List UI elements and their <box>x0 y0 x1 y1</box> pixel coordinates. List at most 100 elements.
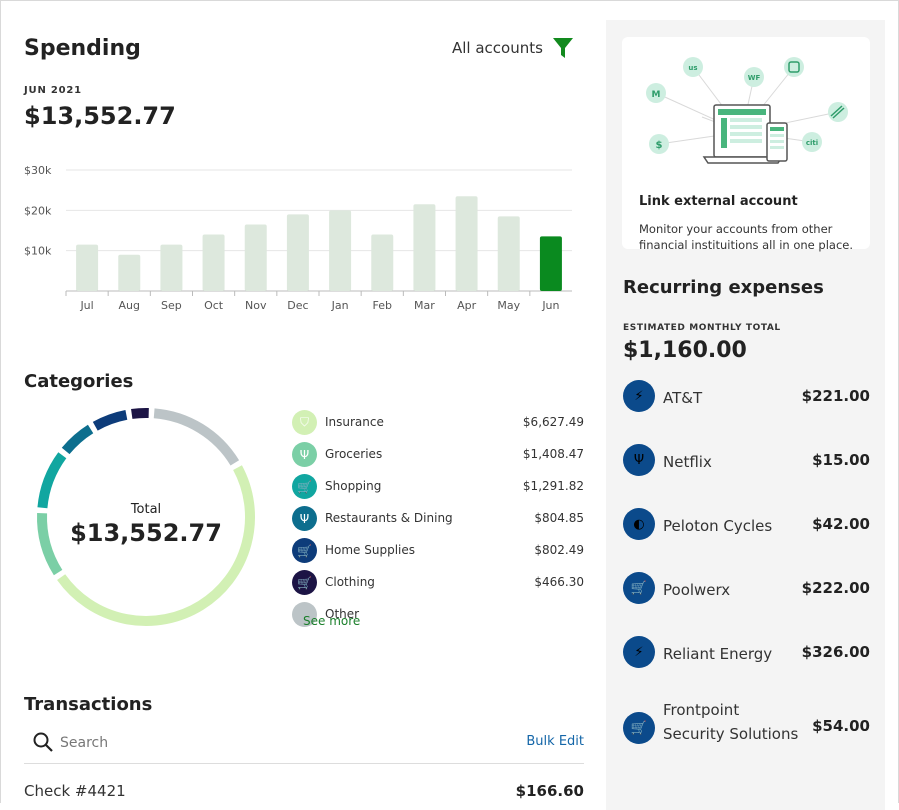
category-amount: $1,291.82 <box>522 479 584 493</box>
recurring-amount: $326.00 <box>801 643 870 661</box>
x-tick-label: Feb <box>373 299 392 312</box>
recurring-item[interactable]: Ψ Netflix $15.00 <box>623 444 870 484</box>
bar-jul[interactable] <box>76 244 99 291</box>
spending-chart: $10k $20k $30k Jul Aug Sep Oct Nov Dec Jan Feb Mar A… <box>24 164 572 312</box>
donut-slice-shopping[interactable] <box>37 452 67 509</box>
recurring-amount: $54.00 <box>812 717 870 735</box>
category-row-insurance[interactable]: ⛉ Insurance $6,627.49 <box>292 410 584 436</box>
bulk-edit-link[interactable]: Bulk Edit <box>526 734 584 749</box>
recurring-name: Reliant Energy <box>663 645 773 663</box>
donut-slice-other[interactable] <box>153 408 240 466</box>
filter-icon[interactable] <box>552 36 574 60</box>
donut-slice-insurance[interactable] <box>57 465 255 626</box>
bar-jun[interactable] <box>539 236 562 291</box>
spending-title: Spending <box>24 36 141 61</box>
recurring-item[interactable]: ◐ Peloton Cycles $42.00 <box>623 508 870 548</box>
category-row-groceries[interactable]: Ψ Groceries $1,408.47 <box>292 442 584 468</box>
x-tick-label: Mar <box>414 299 435 312</box>
categories-donut: Total $13,552.77 <box>37 408 255 626</box>
link-account-title[interactable]: Link external account <box>639 194 798 209</box>
category-label: Insurance <box>325 415 384 429</box>
recurring-name: Poolwerx <box>663 581 731 599</box>
transactions-divider <box>24 763 584 764</box>
recurring-total: $1,160.00 <box>623 338 747 363</box>
category-amount: $466.30 <box>534 575 584 589</box>
category-row-shopping[interactable]: 🛒 Shopping $1,291.82 <box>292 474 584 500</box>
category-amount: $802.49 <box>534 543 584 557</box>
donut-total-label: Total <box>130 502 161 517</box>
link-account-card[interactable]: us WF M $ citi Link external account <box>622 37 870 252</box>
bar-mar[interactable] <box>413 204 436 291</box>
utensils-icon: Ψ <box>292 506 317 531</box>
cart-icon: 🛒 <box>623 572 655 604</box>
transaction-name[interactable]: Check #4421 <box>24 782 126 800</box>
x-tick-label: Aug <box>119 299 140 312</box>
bar-nov[interactable] <box>244 224 267 291</box>
x-tick-label: Jun <box>541 299 559 312</box>
bar-oct[interactable] <box>202 234 225 291</box>
accounts-selector[interactable]: All accounts <box>452 39 543 57</box>
recurring-amount: $42.00 <box>812 515 870 533</box>
utensils-icon: Ψ <box>623 444 655 476</box>
transaction-search-input[interactable] <box>58 731 362 755</box>
bar-feb[interactable] <box>371 234 394 291</box>
recurring-amount: $222.00 <box>801 579 870 597</box>
spending-total: $13,552.77 <box>24 102 176 130</box>
donut-slice-home-supplies[interactable] <box>92 409 128 431</box>
bar-jan[interactable] <box>329 210 352 291</box>
recurring-item[interactable]: ⚡ AT&T $221.00 <box>623 380 870 420</box>
transactions-title: Transactions <box>24 694 153 715</box>
recurring-item[interactable]: 🛒 Frontpoint Security Solutions $54.00 <box>623 700 870 756</box>
undefined <box>292 602 317 627</box>
recurring-item[interactable]: ⚡ Reliant Energy $326.00 <box>623 636 870 676</box>
x-tick-label: Jul <box>79 299 93 312</box>
cart-icon: 🛒 <box>292 474 317 499</box>
link-account-illustration: us WF M $ citi <box>646 57 848 164</box>
x-tick-label: Sep <box>161 299 182 312</box>
x-tick-label: Nov <box>245 299 267 312</box>
category-row-restaurants-dining[interactable]: Ψ Restaurants & Dining $804.85 <box>292 506 584 532</box>
plug-icon: ⚡ <box>623 636 655 668</box>
category-label: Home Supplies <box>325 543 416 557</box>
main-column: Spending All accounts JUN 2021 $13,552.7… <box>24 0 584 804</box>
see-more-link[interactable]: See more <box>303 614 361 628</box>
category-label: Groceries <box>325 447 383 461</box>
y-tick-label: $20k <box>24 204 52 217</box>
bar-may[interactable] <box>497 216 520 291</box>
cart-icon: 🛒 <box>623 712 655 744</box>
recurring-name-line1: Frontpoint <box>663 701 740 719</box>
recurring-title: Recurring expenses <box>623 277 824 298</box>
x-tick-label: Dec <box>287 299 308 312</box>
y-tick-label: $10k <box>24 245 52 258</box>
donut-slice-groceries[interactable] <box>37 512 63 576</box>
category-amount: $1,408.47 <box>522 447 584 461</box>
recurring-amount: $15.00 <box>812 451 870 469</box>
bank-badge-us: us <box>688 64 697 72</box>
x-tick-label: Apr <box>457 299 477 312</box>
side-panel: us WF M $ citi Link external account <box>606 20 885 810</box>
category-label: Shopping <box>325 479 382 493</box>
recurring-name-line2: Security Solutions <box>663 725 799 743</box>
link-account-description: Monitor your accounts from other financi… <box>639 222 854 252</box>
category-row-other[interactable]: Other <box>292 602 584 628</box>
categories-title: Categories <box>24 371 134 392</box>
category-row-clothing[interactable]: 🛒 Clothing $466.30 <box>292 570 584 596</box>
bar-apr[interactable] <box>455 196 478 291</box>
category-label: Restaurants & Dining <box>325 511 453 525</box>
bank-badge-wf: WF <box>748 74 761 82</box>
recurring-name: Peloton Cycles <box>663 517 773 535</box>
donut-slice-clothing[interactable] <box>131 408 149 419</box>
utensils-icon: Ψ <box>292 442 317 467</box>
bank-badge-dollar: $ <box>656 140 663 151</box>
category-row-home-supplies[interactable]: 🛒 Home Supplies $802.49 <box>292 538 584 564</box>
transaction-amount: $166.60 <box>515 782 584 800</box>
donut-slice-restaurants-dining[interactable] <box>61 424 94 455</box>
bar-sep[interactable] <box>160 244 183 291</box>
recurring-name: AT&T <box>663 389 703 407</box>
bar-dec[interactable] <box>286 214 309 291</box>
recurring-item[interactable]: 🛒 Poolwerx $222.00 <box>623 572 870 612</box>
plug-icon: ⚡ <box>623 380 655 412</box>
bar-aug[interactable] <box>118 254 141 291</box>
x-tick-label: Jan <box>331 299 349 312</box>
clock-icon: ◐ <box>623 508 655 540</box>
